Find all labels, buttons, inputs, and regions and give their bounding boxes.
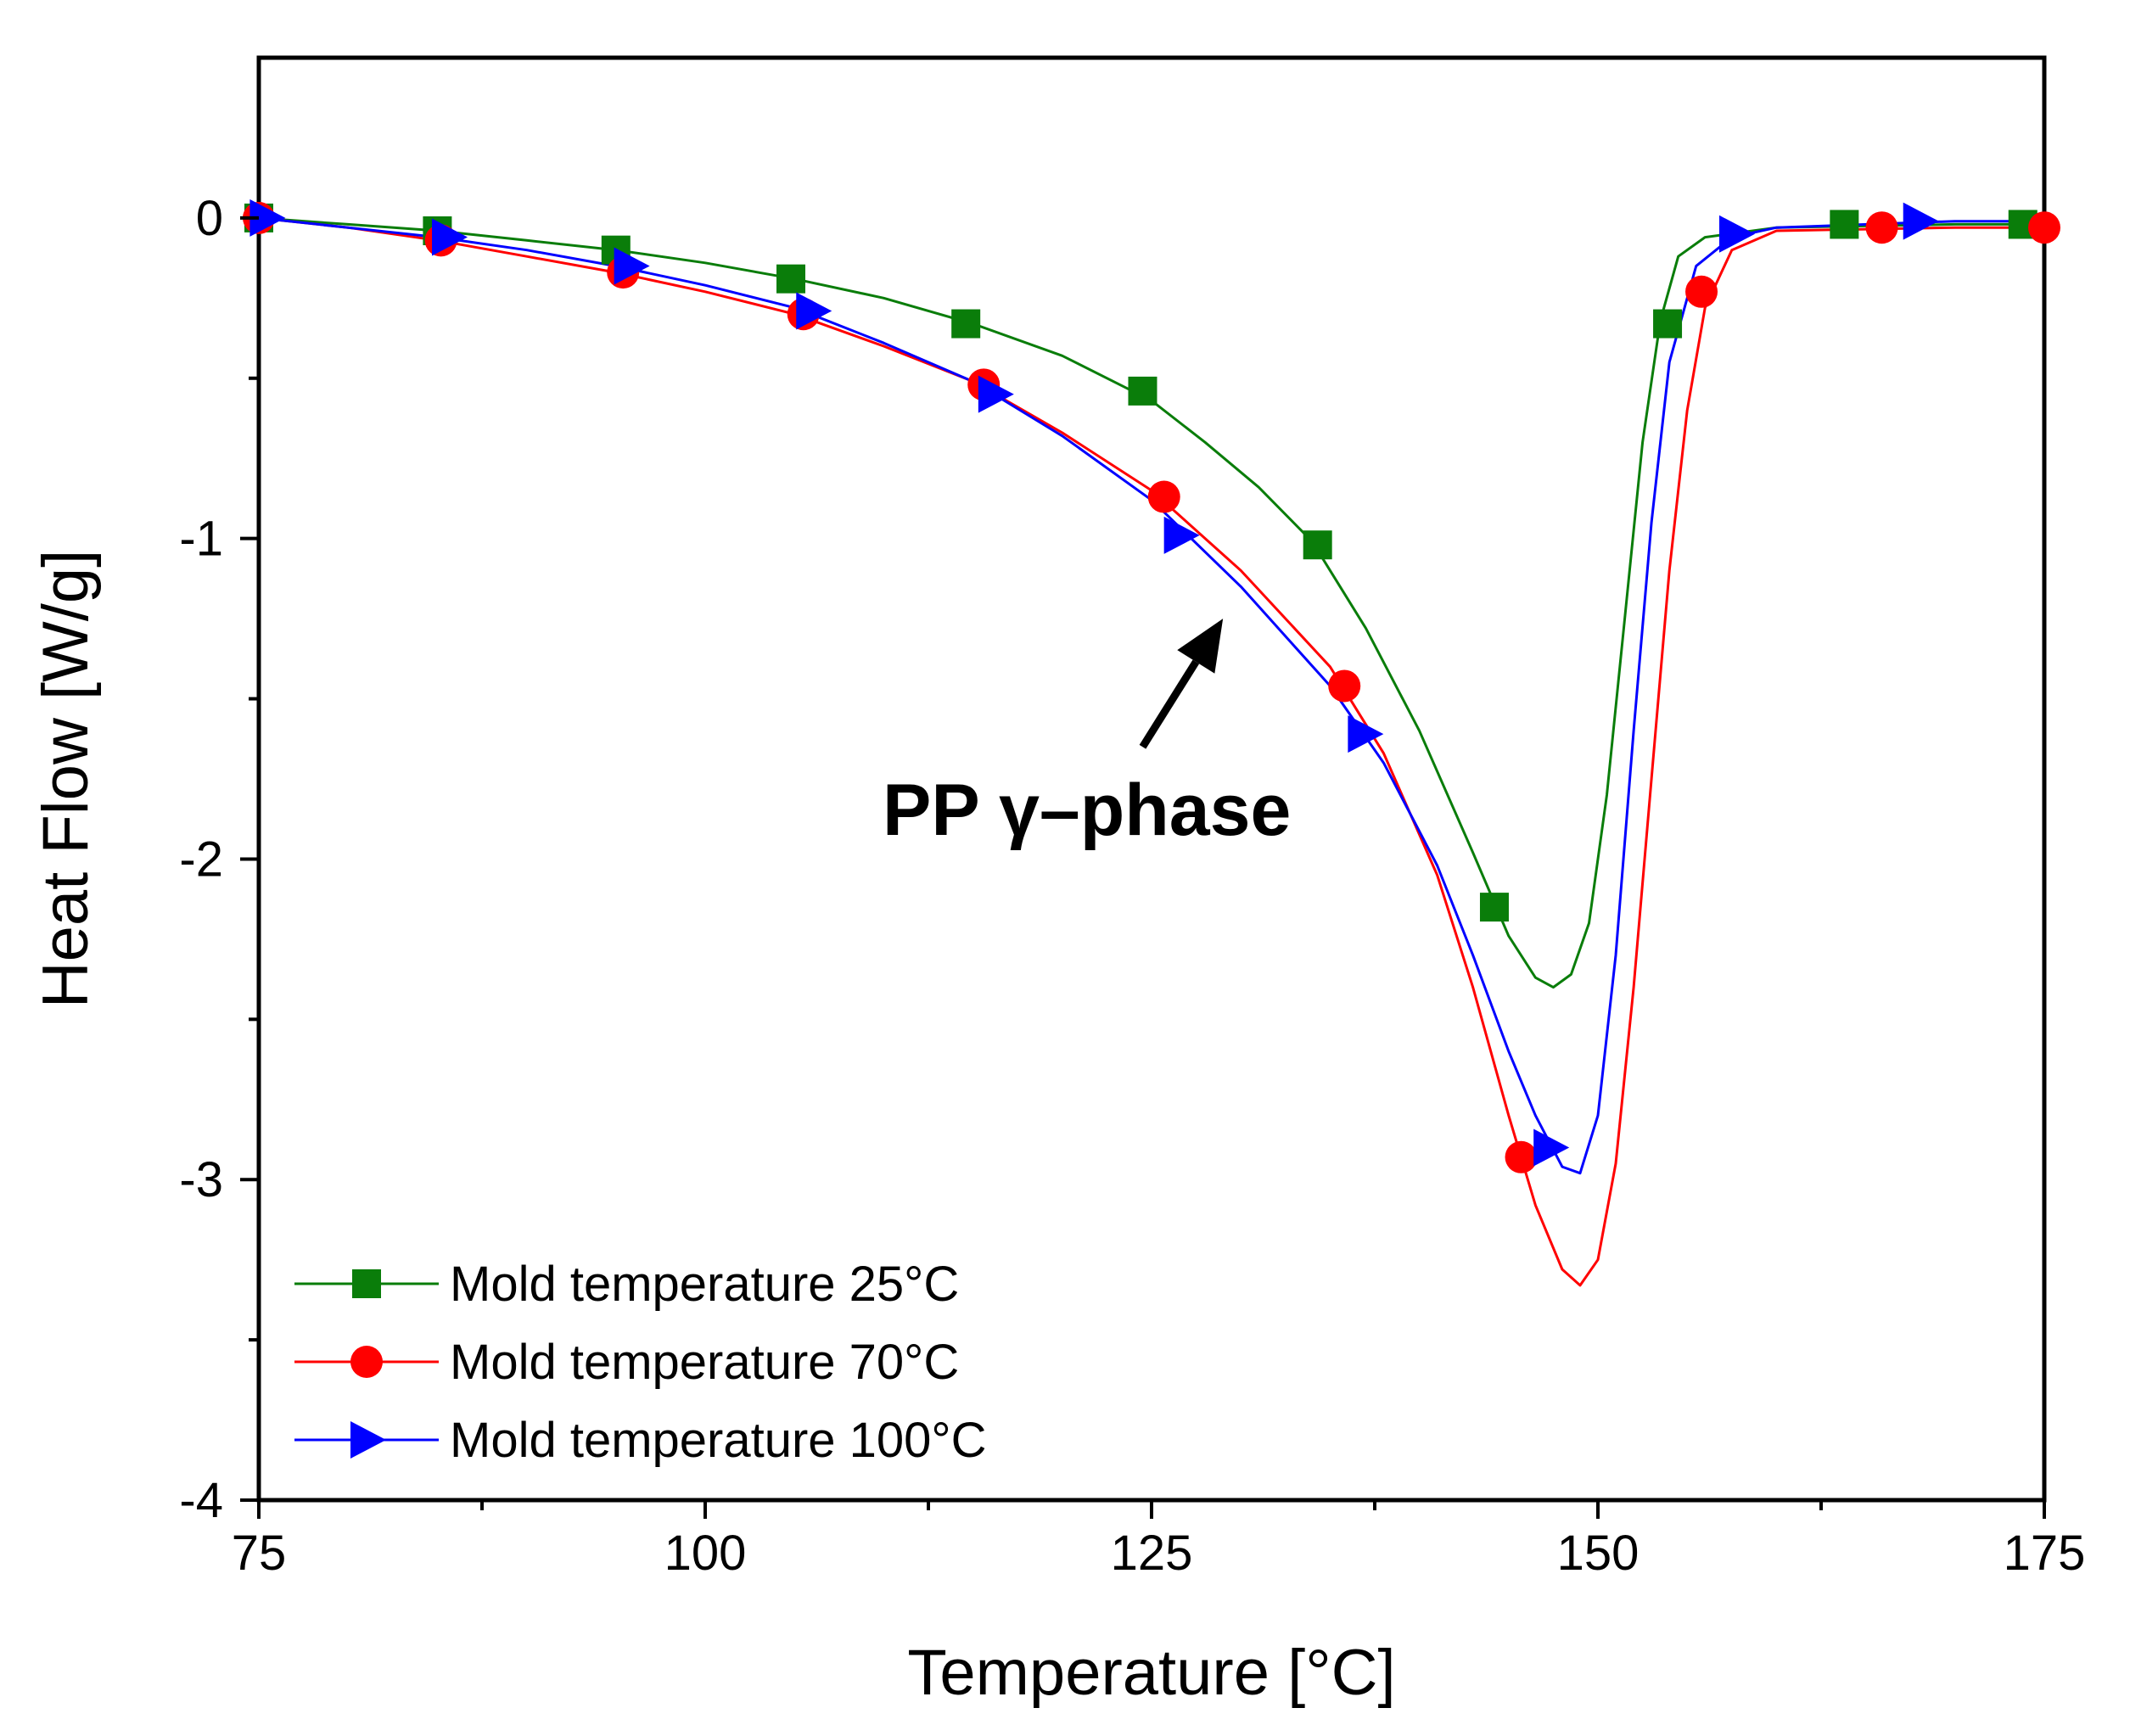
annotation-arrow-head — [1177, 619, 1224, 674]
y-axis-title: Heat Flow [W/g] — [30, 550, 102, 1009]
x-tick-label: 125 — [1111, 1526, 1193, 1581]
series-1-marker — [1830, 210, 1859, 239]
series-2-marker — [1505, 1140, 1538, 1173]
series-3-marker — [249, 199, 286, 237]
series-line-2 — [258, 216, 2044, 1287]
series-1-marker — [776, 264, 805, 294]
annotation: PP γ–phase — [883, 619, 1291, 851]
series-3-marker — [432, 218, 468, 256]
series-line-3 — [258, 216, 2044, 1175]
legend-item: Mold temperature 100°C — [294, 1413, 987, 1468]
series-2-marker — [1865, 211, 1898, 244]
y-tick-label: -2 — [179, 832, 223, 887]
series-3-marker — [1348, 715, 1384, 753]
axis-ticks — [240, 216, 2046, 1519]
series-1-marker — [951, 309, 981, 339]
x-tick-label: 175 — [2004, 1526, 2086, 1581]
series-1-marker — [1653, 309, 1683, 339]
y-tick-label: -3 — [179, 1152, 223, 1207]
annotation-arrow-line — [1139, 659, 1200, 749]
series-2-marker — [1147, 480, 1180, 513]
series-2-marker — [1328, 669, 1361, 703]
y-tick-label: 0 — [196, 191, 223, 246]
series-markers — [243, 199, 2060, 1173]
y-tick-label: -4 — [179, 1473, 223, 1528]
legend-marker — [352, 1269, 381, 1298]
series-3-marker — [1719, 215, 1756, 253]
series-2-marker — [1685, 275, 1718, 308]
y-tick-label: -1 — [179, 512, 223, 567]
legend-label: Mold temperature 25°C — [450, 1257, 959, 1312]
legend-label: Mold temperature 70°C — [450, 1335, 959, 1390]
series-3-marker — [1903, 202, 1939, 240]
x-axis-title: Temperature [°C] — [907, 1637, 1395, 1709]
legend-item: Mold temperature 25°C — [294, 1257, 959, 1312]
series-3-marker — [614, 247, 650, 285]
legend-item: Mold temperature 70°C — [294, 1335, 959, 1390]
series-3-marker — [1533, 1128, 1570, 1167]
series-1-marker — [1303, 530, 1332, 560]
series-1-marker — [1128, 376, 1157, 406]
legend-marker — [350, 1421, 386, 1459]
series-3-marker — [978, 375, 1014, 413]
x-tick-label: 100 — [664, 1526, 747, 1581]
series-1-marker — [1479, 893, 1509, 922]
axis-tick-labels: 75 100 125 150 175 0 -1 -2 -3 -4 — [179, 191, 2085, 1581]
annotation-label: PP γ–phase — [883, 770, 1291, 851]
legend: Mold temperature 25°C Mold temperature 70… — [294, 1257, 987, 1468]
x-tick-label: 75 — [232, 1526, 287, 1581]
x-tick-label: 150 — [1557, 1526, 1640, 1581]
series-3-marker — [1163, 516, 1200, 554]
series-2-marker — [2028, 211, 2060, 244]
legend-marker — [350, 1346, 383, 1378]
series-3-marker — [796, 292, 832, 330]
series-line-1 — [258, 216, 2044, 989]
legend-label: Mold temperature 100°C — [450, 1413, 987, 1468]
